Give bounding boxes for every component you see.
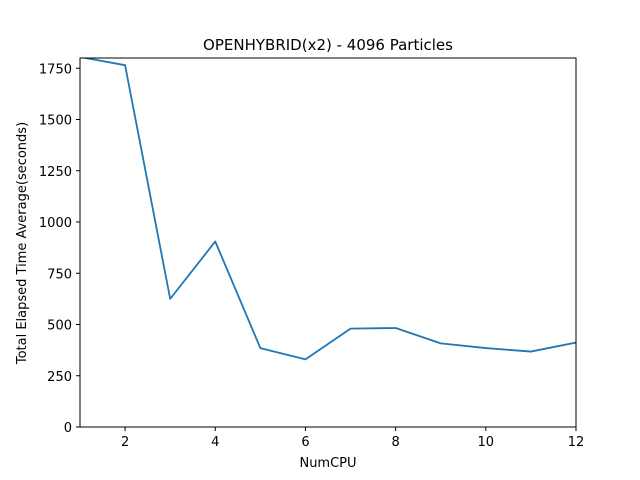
- x-axis-label: NumCPU: [299, 456, 356, 471]
- y-tick-label: 1000: [39, 216, 72, 231]
- plot-area: [79, 57, 577, 428]
- y-axis-label: Total Elapsed Time Average(seconds): [15, 122, 30, 365]
- x-tick-label: 6: [301, 435, 309, 450]
- chart-title: OPENHYBRID(x2) - 4096 Particles: [203, 36, 453, 54]
- y-tick-label: 0: [64, 421, 72, 436]
- y-tick-label: 750: [47, 267, 72, 282]
- x-tick-label: 4: [211, 435, 219, 450]
- plot-frame: [79, 57, 577, 428]
- y-tick-label: 250: [47, 370, 72, 385]
- axis-ticks: 2 4 6 8 10 12 0 250 500 750 1000 1250 1500 1750: [39, 62, 584, 450]
- x-tick-label: 8: [391, 435, 399, 450]
- y-tick-label: 500: [47, 319, 72, 334]
- y-tick-label: 1750: [39, 62, 72, 77]
- x-tick-label: 10: [478, 435, 495, 450]
- x-tick-label: 2: [121, 435, 129, 450]
- y-tick-label: 1500: [39, 114, 72, 129]
- series-line-0: [80, 58, 576, 361]
- x-tick-label: 12: [568, 435, 585, 450]
- y-tick-label: 1250: [39, 165, 72, 180]
